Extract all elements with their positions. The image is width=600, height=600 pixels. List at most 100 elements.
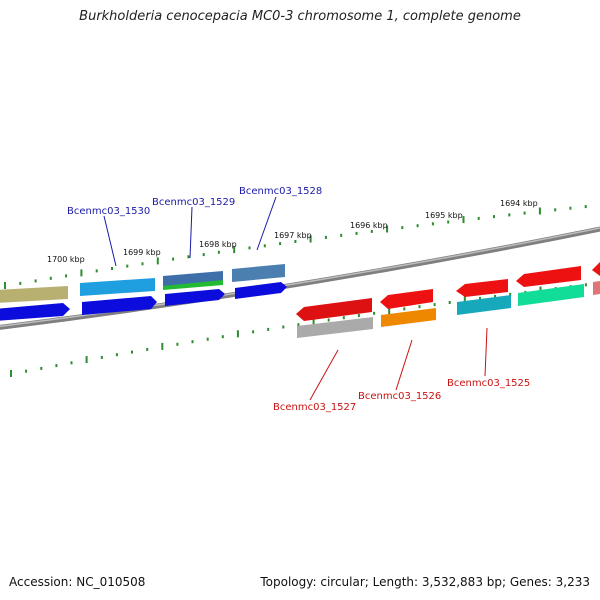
scale-tick (202, 253, 205, 257)
accession-text: Accession: NC_010508 (9, 575, 146, 589)
scale-tick (279, 242, 282, 246)
gene-arrow[interactable] (592, 262, 600, 276)
scale-tick (176, 342, 179, 346)
scale-tick (115, 353, 118, 357)
gene-label[interactable]: Bcenmc03_1530 (67, 206, 150, 217)
scale-tick (463, 296, 466, 304)
scale-tick (386, 225, 389, 233)
scale-tick (403, 307, 406, 311)
top-strand-genes (0, 264, 287, 321)
gene-label[interactable]: Bcenmc03_1528 (239, 186, 322, 197)
scale-tick (309, 235, 312, 243)
scale-tick (569, 206, 572, 210)
scale-tick (509, 292, 512, 296)
gene-arrow[interactable] (296, 298, 372, 321)
scale-tick (312, 318, 315, 326)
scale-label: 1700 kbp (47, 255, 85, 264)
scale-tick (267, 327, 270, 331)
scale-tick (340, 233, 343, 237)
scale-tick (494, 294, 497, 298)
gene-arrow[interactable] (381, 308, 436, 327)
scale-tick (4, 282, 6, 289)
gene-arrow[interactable] (456, 279, 508, 297)
scale-tick (373, 311, 376, 315)
scale-tick (342, 316, 345, 320)
scale-tick (248, 246, 251, 250)
scale-tick (370, 229, 373, 233)
gene-arrow[interactable] (297, 317, 373, 338)
scale-tick (447, 220, 450, 224)
gene-arrow[interactable] (0, 286, 68, 303)
scale-tick (126, 264, 129, 268)
scale-tick (584, 205, 587, 209)
scale-tick (297, 323, 300, 327)
scale-tick (156, 257, 159, 265)
gene-arrow[interactable] (457, 295, 511, 315)
map-title: Burkholderia cenocepacia MC0-3 chromosom… (79, 9, 521, 24)
genome-backbone (0, 226, 600, 330)
gene-label[interactable]: Bcenmc03_1525 (447, 378, 530, 389)
gene-arrow[interactable] (82, 296, 157, 315)
scale-tick (538, 207, 541, 215)
scale-tick (40, 366, 43, 370)
scale-tick (252, 330, 255, 334)
scale-tick (187, 255, 190, 259)
scale-tick (523, 211, 526, 215)
scale-tick (282, 325, 285, 329)
scale-tick (433, 303, 436, 307)
scale-tick (294, 240, 297, 243)
scale-tick (388, 307, 391, 315)
scale-tick (131, 350, 133, 354)
scale-tick (327, 318, 330, 322)
scale-tick (25, 369, 28, 373)
scale-tick (584, 283, 587, 287)
scale-tick (431, 222, 434, 226)
scale-tick (554, 208, 557, 212)
scale-tick (146, 347, 149, 351)
gene-labels: Bcenmc03_1530 Bcenmc03_1529 Bcenmc03_152… (67, 186, 530, 413)
gene-arrow[interactable] (0, 303, 70, 321)
gene-label[interactable]: Bcenmc03_1527 (273, 402, 356, 413)
scale-tick (206, 337, 209, 341)
scale-tick (462, 216, 465, 224)
scale-tick (191, 340, 194, 344)
gene-label[interactable]: Bcenmc03_1526 (358, 391, 441, 402)
scale-tick (324, 235, 327, 239)
scale-tick (95, 269, 98, 273)
scale-tick (221, 335, 224, 339)
scale-tick (508, 213, 511, 217)
gene-label[interactable]: Bcenmc03_1529 (152, 197, 235, 208)
gene-arrow[interactable] (593, 281, 600, 295)
scale-tick (172, 257, 175, 261)
gene-arrow[interactable] (163, 280, 223, 290)
scale-tick (477, 216, 480, 220)
gene-arrow[interactable] (235, 282, 287, 299)
gene-arrow[interactable] (165, 289, 225, 306)
scale-tick (80, 269, 83, 277)
gene-arrow[interactable] (516, 266, 581, 287)
scale-tick (418, 305, 421, 309)
scale-tick (70, 361, 73, 365)
scale-tick (401, 226, 404, 230)
scale-tick (263, 244, 266, 248)
scale-tick (479, 296, 481, 300)
scale-tick (357, 314, 360, 317)
gene-arrow[interactable] (380, 289, 433, 309)
scale-tick (55, 364, 58, 368)
scale-tick (34, 279, 37, 283)
gene-arrow[interactable] (518, 284, 584, 306)
scale-tick (111, 267, 113, 270)
gene-arrow[interactable] (80, 278, 155, 296)
scale-label: 1696 kbp (350, 221, 388, 230)
scale-tick (19, 281, 22, 285)
scale-tick (416, 224, 419, 228)
scale-tick (100, 355, 103, 359)
gene-arrow[interactable] (232, 264, 285, 282)
genome-summary-text: Topology: circular; Length: 3,532,883 bp… (260, 575, 590, 589)
label-leaders (103, 196, 488, 401)
scale-tick (236, 330, 239, 338)
scale-label: 1695 kbp (425, 211, 463, 220)
scale-tick (448, 301, 451, 304)
scale-label: 1699 kbp (123, 248, 161, 257)
